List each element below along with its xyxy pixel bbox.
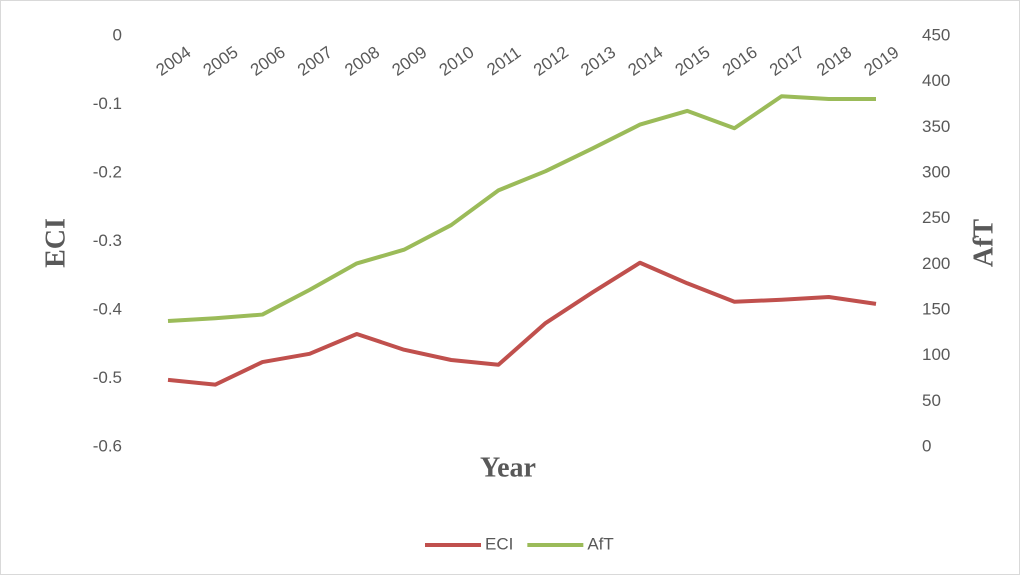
series-line: [167, 94, 876, 323]
y2-tick-label: 50: [922, 391, 941, 410]
y-tick-label: -0.1: [93, 94, 122, 113]
y2-tick-label: 450: [922, 25, 950, 44]
y-axis-title: ECI: [40, 218, 71, 268]
y2-tick-label: 0: [922, 436, 931, 455]
y2-tick-label: 400: [922, 71, 950, 90]
legend-label: ECI: [485, 534, 513, 553]
y-tick-label: -0.5: [93, 368, 122, 387]
series-line: [167, 260, 877, 387]
y2-tick-label: 100: [922, 345, 950, 364]
x-axis-title: Year: [480, 452, 536, 483]
y-tick-label: -0.6: [93, 436, 122, 455]
y2-tick-label: 250: [922, 208, 950, 227]
y2-axis-title: AfT: [968, 219, 999, 268]
y-tick-label: -0.3: [93, 231, 122, 250]
y-tick-label: -0.2: [93, 162, 122, 181]
y2-tick-label: 150: [922, 299, 950, 318]
y2-tick-label: 350: [922, 117, 950, 136]
y-tick-label: -0.4: [93, 299, 122, 318]
y2-tick-label: 300: [922, 162, 950, 181]
y2-tick-label: 200: [922, 254, 950, 273]
y-tick-label: 0: [113, 25, 122, 44]
legend-label: AfT: [587, 534, 613, 553]
